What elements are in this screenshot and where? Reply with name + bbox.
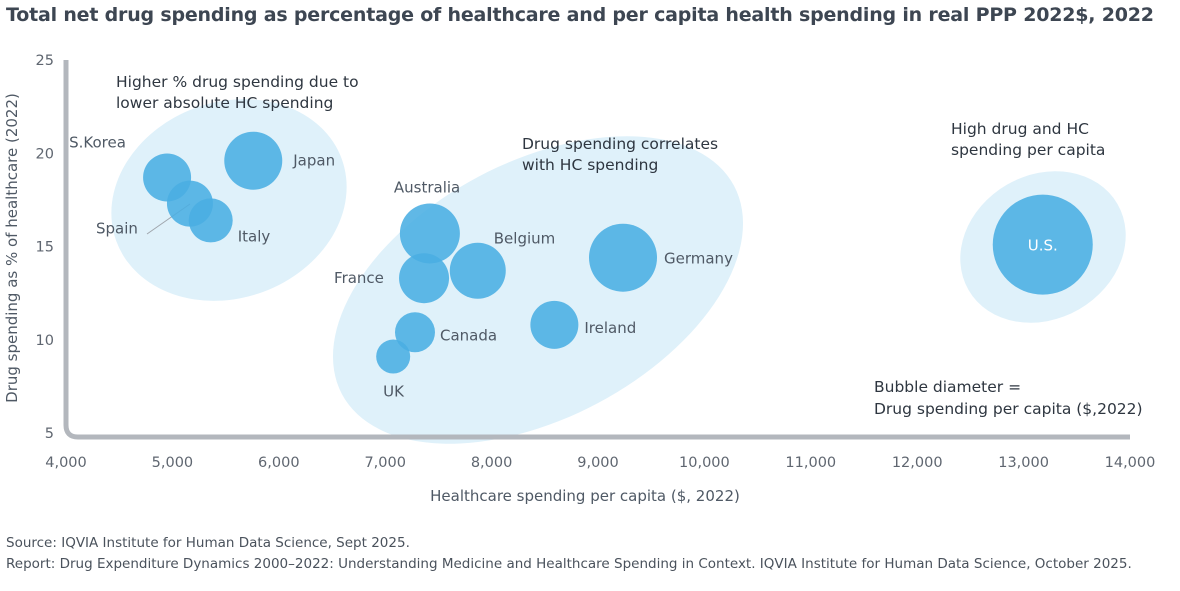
y-axis-label: Drug spending as % of healthcare (2022) bbox=[3, 93, 21, 403]
bubble-ireland bbox=[530, 300, 579, 349]
annotation-cluster3-line2: spending per capita bbox=[951, 141, 1105, 159]
bubble-canada bbox=[394, 312, 435, 353]
bubble-australia bbox=[399, 203, 460, 264]
x-axis-label: Healthcare spending per capita ($, 2022) bbox=[430, 487, 740, 505]
bubble-label: S.Korea bbox=[69, 133, 126, 151]
y-tick-label: 20 bbox=[36, 146, 54, 162]
axis-lines bbox=[63, 60, 1130, 440]
bubble-us bbox=[992, 194, 1093, 295]
bubble-label: Canada bbox=[440, 326, 497, 344]
bubble-label: Japan bbox=[292, 152, 335, 170]
cluster-low-hc bbox=[111, 99, 347, 301]
bubble-label: U.S. bbox=[1028, 237, 1058, 255]
x-tick-label: 4,000 bbox=[45, 455, 87, 471]
y-tick-label: 10 bbox=[36, 333, 54, 349]
bubble-label: Germany bbox=[664, 250, 733, 268]
annotation-cluster2-line1: Drug spending correlates bbox=[522, 135, 718, 153]
annotation-cluster1-line1: Higher % drug spending due to bbox=[116, 73, 359, 91]
x-tick-label: 6,000 bbox=[258, 455, 300, 471]
bubble-label: Spain bbox=[96, 220, 138, 238]
bubble-label: France bbox=[334, 269, 384, 287]
annotation-cluster1-line2: lower absolute HC spending bbox=[116, 94, 333, 112]
x-tick-label: 7,000 bbox=[364, 455, 406, 471]
bubble-label: UK bbox=[383, 383, 405, 401]
x-tick-label: 13,000 bbox=[998, 455, 1049, 471]
bubble-label: Italy bbox=[238, 227, 271, 245]
y-tick-label: 5 bbox=[45, 426, 54, 442]
annotation-cluster2-line2: with HC spending bbox=[522, 156, 658, 174]
bubble-label: Ireland bbox=[584, 319, 636, 337]
chart-title: Total net drug spending as percentage of… bbox=[6, 4, 1154, 26]
bubble-belgium bbox=[449, 242, 506, 299]
size-note-line2: Drug spending per capita ($,2022) bbox=[874, 400, 1143, 418]
x-tick-label: 9,000 bbox=[577, 455, 619, 471]
bubble-italy bbox=[188, 198, 233, 243]
bubble-label: Belgium bbox=[494, 230, 556, 248]
size-note-line1: Bubble diameter = bbox=[874, 378, 1021, 396]
y-tick-label: 15 bbox=[36, 240, 54, 256]
x-tick-label: 10,000 bbox=[679, 455, 730, 471]
x-tick-label: 12,000 bbox=[892, 455, 943, 471]
bubble-label: Australia bbox=[394, 178, 460, 196]
bubble-uk bbox=[376, 339, 411, 374]
annotation-cluster3-line1: High drug and HC bbox=[951, 120, 1089, 138]
bubble-france bbox=[399, 253, 450, 304]
x-tick-label: 14,000 bbox=[1105, 455, 1156, 471]
source-note: Source: IQVIA Institute for Human Data S… bbox=[6, 535, 410, 551]
x-tick-label: 11,000 bbox=[785, 455, 836, 471]
bubble-germany bbox=[589, 223, 658, 292]
bubble-japan bbox=[224, 131, 283, 190]
y-tick-label: 25 bbox=[36, 53, 54, 69]
x-tick-label: 8,000 bbox=[471, 455, 513, 471]
report-note: Report: Drug Expenditure Dynamics 2000–2… bbox=[6, 556, 1132, 572]
x-tick-label: 5,000 bbox=[152, 455, 194, 471]
